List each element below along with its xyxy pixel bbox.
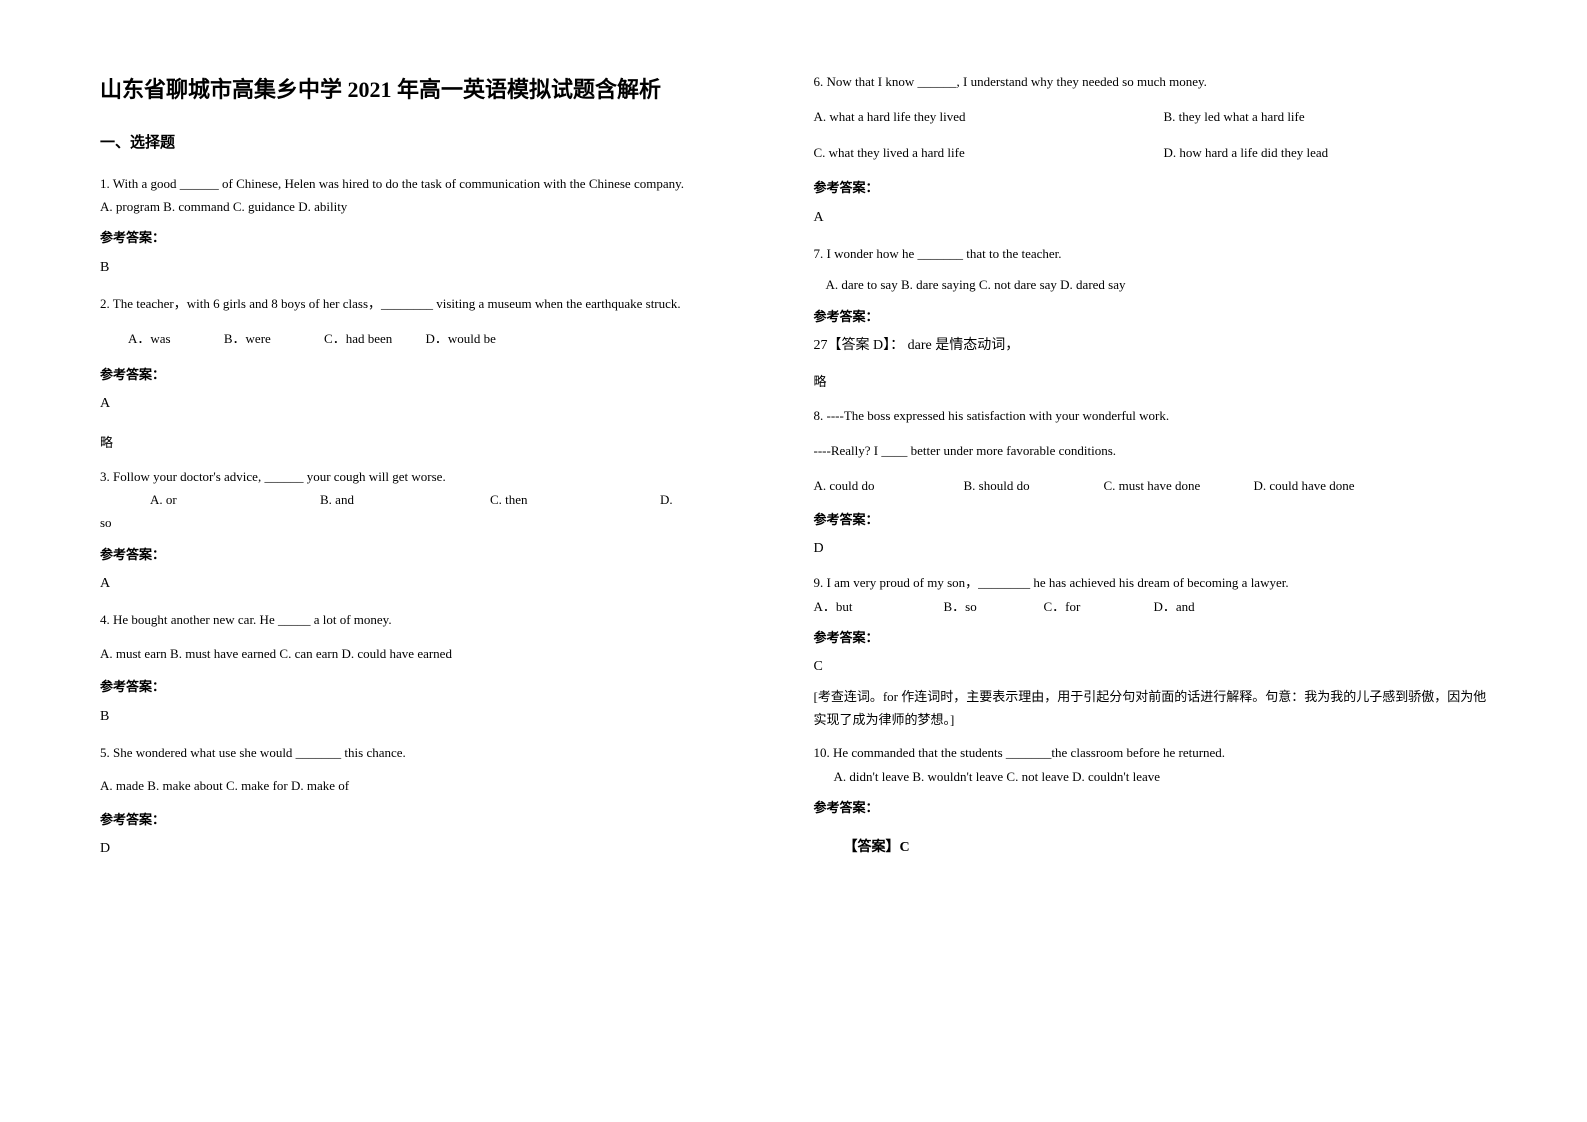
question-text: 6. Now that I know ______, I understand … [814,70,1498,93]
question-6: 6. Now that I know ______, I understand … [814,70,1498,230]
option-b: B. should do [964,474,1104,497]
question-options: A. must earn B. must have earned C. can … [100,642,784,665]
option-c: C. must have done [1104,474,1254,497]
question-text: 9. I am very proud of my son，________ he… [814,571,1498,594]
option-d: D. could have done [1254,474,1355,497]
question-options-row2: C. what they lived a hard life D. how ha… [814,141,1498,164]
option-a: A．was [128,331,171,346]
option-c: C. what they lived a hard life [814,141,1164,164]
section-title: 一、选择题 [100,130,784,157]
answer-label: 参考答案： [100,543,784,566]
question-options: A. made B. make about C. make for D. mak… [100,774,784,797]
question-text: 3. Follow your doctor's advice, ______ y… [100,465,784,488]
answer-value: A [100,571,784,596]
question-text: 1. With a good ______ of Chinese, Helen … [100,172,784,195]
question-text: 7. I wonder how he _______ that to the t… [814,242,1498,265]
question-2: 2. The teacher，with 6 girls and 8 boys o… [100,292,784,455]
note-text: 略 [814,370,1498,393]
question-3: 3. Follow your doctor's advice, ______ y… [100,465,784,597]
answer-value: B [100,704,784,729]
option-d: D．and [1154,595,1195,618]
option-c: C. then [490,488,660,511]
answer-label: 参考答案： [100,363,784,386]
answer-label: 参考答案： [814,176,1498,199]
answer-label: 参考答案： [100,675,784,698]
option-b: B. they led what a hard life [1164,105,1305,128]
question-text: 10. He commanded that the students _____… [814,741,1498,764]
question-10: 10. He commanded that the students _____… [814,741,1498,859]
option-b: B. and [320,488,490,511]
question-options: A．was B．were C．had been D．would be [100,327,784,350]
answer-value: D [814,536,1498,561]
question-text: 2. The teacher，with 6 girls and 8 boys o… [100,292,784,315]
question-text: 4. He bought another new car. He _____ a… [100,608,784,631]
main-title: 山东省聊城市高集乡中学 2021 年高一英语模拟试题含解析 [100,70,784,110]
answer-value: 27【答案 D】： dare 是情态动词， [814,333,1498,358]
note-text: 略 [100,431,784,454]
option-c: C．had been [324,331,392,346]
question-text: 5. She wondered what use she would _____… [100,741,784,764]
question-options: A. program B. command C. guidance D. abi… [100,195,784,218]
question-text: 8. ----The boss expressed his satisfacti… [814,404,1498,427]
option-d-cont: so [100,511,784,534]
option-c: C．for [1044,595,1154,618]
question-9: 9. I am very proud of my son，________ he… [814,571,1498,731]
option-b: B．so [944,595,1044,618]
answer-value: 【答案】C [814,835,1498,860]
answer-label: 参考答案： [814,796,1498,819]
answer-label: 参考答案： [100,226,784,249]
option-a: A. or [150,488,320,511]
question-options-row1: A. what a hard life they lived B. they l… [814,105,1498,128]
option-b: B．were [224,331,271,346]
answer-value: C [814,654,1498,679]
question-options: A. or B. and C. then D. so [100,488,784,535]
answer-value: A [100,391,784,416]
right-column: 6. Now that I know ______, I understand … [814,70,1528,1082]
answer-label: 参考答案： [814,626,1498,649]
question-text2: ----Really? I ____ better under more fav… [814,439,1498,462]
question-options: A. dare to say B. dare saying C. not dar… [814,273,1498,296]
answer-label: 参考答案： [814,305,1498,328]
option-d: D. [660,488,673,511]
answer-value: D [100,836,784,861]
note-text: [考查连词。for 作连词时，主要表示理由，用于引起分句对前面的话进行解释。句意… [814,685,1498,732]
option-a: A. could do [814,474,964,497]
answer-label: 参考答案： [814,508,1498,531]
answer-label: 参考答案： [100,808,784,831]
option-d: D．would be [426,331,496,346]
question-options: A. could do B. should do C. must have do… [814,474,1498,497]
question-4: 4. He bought another new car. He _____ a… [100,608,784,728]
option-a: A. what a hard life they lived [814,105,1164,128]
left-column: 山东省聊城市高集乡中学 2021 年高一英语模拟试题含解析 一、选择题 1. W… [100,70,814,1082]
option-a: A．but [814,595,944,618]
question-7: 7. I wonder how he _______ that to the t… [814,242,1498,394]
question-1: 1. With a good ______ of Chinese, Helen … [100,172,784,280]
question-8: 8. ----The boss expressed his satisfacti… [814,404,1498,562]
option-d: D. how hard a life did they lead [1164,141,1329,164]
question-options: A．but B．so C．for D．and [814,595,1498,618]
question-options: A. didn't leave B. wouldn't leave C. not… [814,765,1498,788]
answer-value: A [814,205,1498,230]
answer-value: B [100,255,784,280]
question-5: 5. She wondered what use she would _____… [100,741,784,861]
